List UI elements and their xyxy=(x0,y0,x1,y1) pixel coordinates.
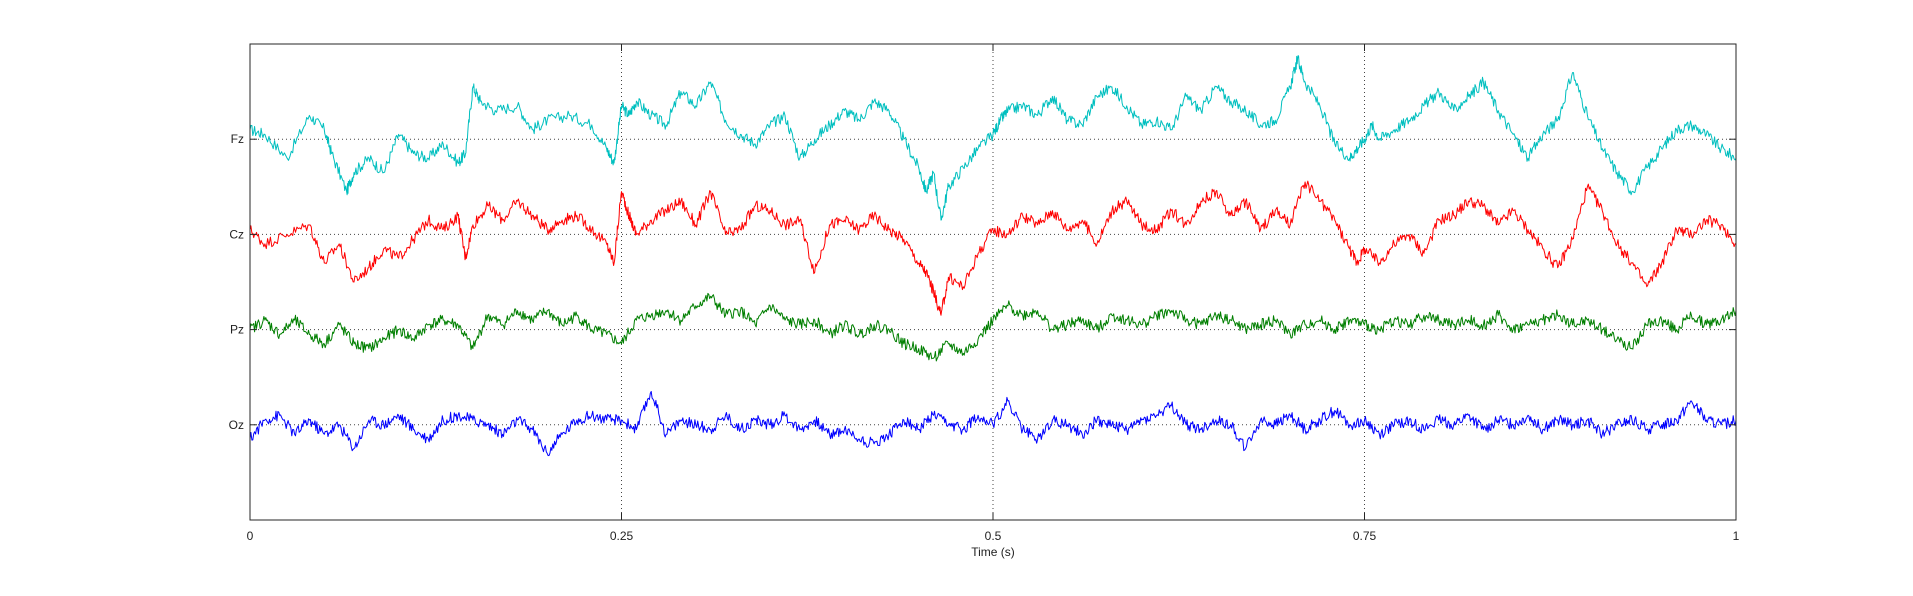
channel-label: Pz xyxy=(230,323,244,337)
series-line-cz xyxy=(249,180,1737,316)
x-tick-label: 0.75 xyxy=(1353,529,1377,543)
x-axis-label: Time (s) xyxy=(971,545,1015,559)
x-tick-label: 0 xyxy=(247,529,254,543)
x-tick-label: 0.25 xyxy=(610,529,634,543)
series-layer xyxy=(249,55,1737,457)
tick-layer: 0 0.25 0.5 0.75 1 Fz Cz Pz Oz xyxy=(229,44,1740,543)
grid-layer xyxy=(250,44,1736,520)
channel-label: Cz xyxy=(229,227,244,241)
series-line-oz xyxy=(249,391,1737,457)
series-line-pz xyxy=(249,292,1737,362)
channel-label: Fz xyxy=(231,132,244,146)
x-tick-label: 0.5 xyxy=(985,529,1002,543)
channel-label: Oz xyxy=(229,418,244,432)
series-line-fz xyxy=(249,55,1737,221)
x-tick-label: 1 xyxy=(1733,529,1740,543)
